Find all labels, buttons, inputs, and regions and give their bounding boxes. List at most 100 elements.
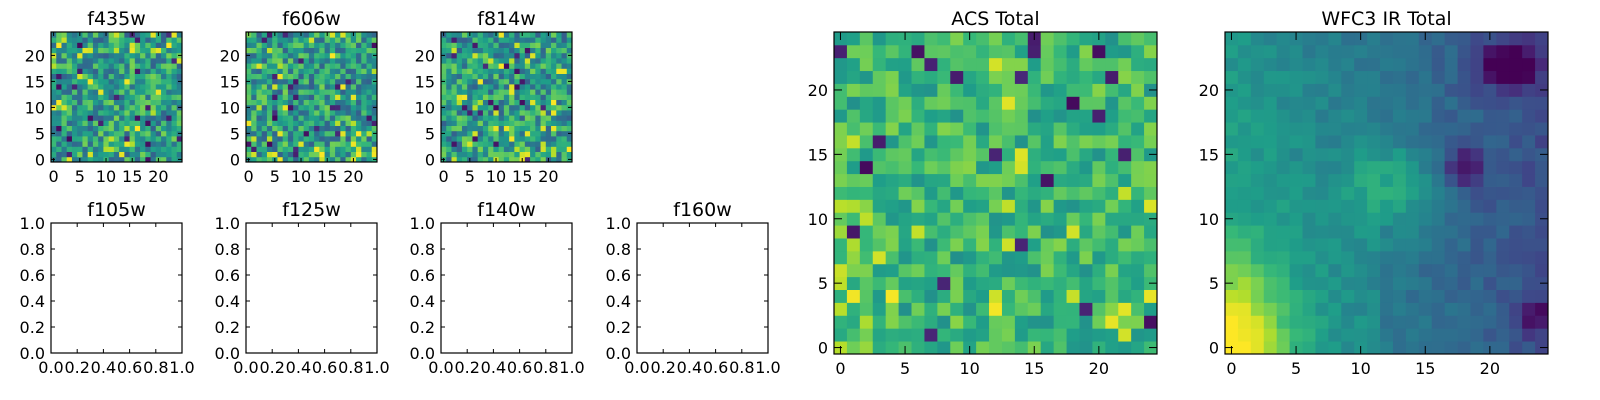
heatmap-cell	[129, 141, 136, 147]
heatmap-cell	[308, 78, 315, 85]
heatmap-cell	[1405, 96, 1420, 110]
x-tick-label: 20	[343, 167, 363, 186]
heatmap-cell	[340, 42, 346, 48]
heatmap-cell	[482, 42, 489, 48]
heatmap-cell	[366, 110, 373, 116]
heatmap-cell	[82, 104, 89, 111]
heatmap-cell	[356, 47, 362, 54]
heatmap-cell	[366, 84, 373, 90]
heatmap-cell	[482, 68, 489, 74]
heatmap-cell	[1079, 302, 1093, 316]
heatmap-cell	[287, 156, 294, 163]
heatmap-cell	[446, 42, 452, 48]
heatmap-cell	[519, 130, 526, 137]
heatmap-cell	[277, 136, 284, 142]
heatmap-cell	[98, 47, 104, 54]
heatmap-cell	[266, 73, 273, 80]
heatmap-cell	[1392, 341, 1407, 355]
heatmap-cell	[335, 151, 341, 158]
heatmap-cell	[272, 78, 278, 85]
heatmap-cell	[272, 42, 278, 48]
heatmap-cell	[1237, 250, 1252, 265]
heatmap-cell	[98, 63, 104, 69]
heatmap-cell	[1535, 122, 1549, 136]
heatmap-cell	[540, 115, 547, 121]
heatmap-cell	[1263, 289, 1278, 303]
heatmap-cell	[514, 94, 520, 100]
heatmap-cell	[314, 58, 320, 64]
heatmap-cell	[277, 125, 284, 132]
heatmap-cell	[1263, 186, 1278, 200]
heatmap-cell	[950, 57, 964, 72]
heatmap-cell	[256, 151, 263, 158]
heatmap-cell	[1483, 160, 1497, 175]
heatmap-cell	[1380, 212, 1394, 226]
heatmap-cell	[335, 68, 341, 74]
heatmap-cell	[77, 63, 83, 69]
heatmap-cell	[246, 42, 252, 48]
heatmap-cell	[1092, 173, 1106, 187]
heatmap-cell	[488, 151, 494, 158]
heatmap-cell	[514, 136, 520, 142]
heatmap-cell	[1092, 302, 1106, 316]
heatmap-cell	[1040, 83, 1055, 97]
heatmap-cell	[509, 146, 515, 152]
heatmap-cell	[1380, 57, 1394, 72]
heatmap-cell	[366, 68, 373, 74]
heatmap-cell	[1118, 289, 1132, 303]
heatmap-cell	[461, 151, 468, 158]
x-tick-label: 10	[291, 167, 311, 186]
heatmap-cell	[472, 151, 479, 158]
heatmap-cell	[71, 42, 78, 48]
heatmap-cell	[298, 78, 305, 85]
heatmap-cell	[166, 73, 172, 80]
heatmap-cell	[66, 63, 73, 69]
heatmap-cell	[1341, 122, 1355, 136]
heatmap-cell	[108, 52, 115, 59]
heatmap-cell	[308, 99, 315, 106]
heatmap-cell	[976, 186, 990, 200]
heatmap-cell	[56, 136, 62, 142]
heatmap-cell	[356, 37, 362, 43]
heatmap-cell	[176, 73, 183, 80]
heatmap-cell	[298, 47, 305, 54]
heatmap-cell	[885, 250, 899, 265]
y-tick-label: 0.8	[410, 240, 435, 259]
heatmap-cell	[77, 146, 83, 152]
heatmap-cell	[366, 156, 373, 163]
heatmap-cell	[1444, 289, 1458, 303]
heatmap-cell	[261, 99, 268, 106]
heatmap-cell	[1289, 160, 1303, 175]
heatmap-cell	[561, 52, 568, 59]
heatmap-cell	[1457, 32, 1471, 46]
heatmap-cell	[119, 37, 125, 43]
y-tick-label: 0	[35, 150, 45, 169]
heatmap-cell	[1263, 135, 1278, 149]
heatmap-cell	[556, 130, 562, 137]
heatmap-cell	[176, 42, 183, 48]
heatmap-cell	[1367, 173, 1381, 187]
heatmap-cell	[1001, 83, 1016, 97]
heatmap-cell	[540, 37, 547, 43]
heatmap-cell	[1276, 238, 1290, 252]
heatmap-cell	[477, 125, 484, 132]
heatmap-cell	[846, 122, 861, 136]
heatmap-cell	[1105, 315, 1119, 329]
heatmap-cell	[134, 73, 141, 80]
y-tick-label: 0.2	[410, 318, 435, 337]
heatmap-cell	[314, 52, 320, 59]
heatmap-cell	[1470, 212, 1484, 226]
heatmap-cell	[524, 73, 531, 80]
heatmap-cell	[1522, 96, 1536, 110]
heatmap-cell	[551, 104, 557, 111]
heatmap-cell	[535, 84, 541, 90]
heatmap-cell	[145, 130, 151, 137]
heatmap-cell	[277, 94, 284, 100]
heatmap-cell	[937, 44, 951, 59]
heatmap-cell	[530, 84, 536, 90]
heatmap-cell	[461, 156, 468, 163]
heatmap-cell	[1250, 135, 1265, 149]
heatmap-cell	[924, 83, 938, 97]
heatmap-cell	[1315, 160, 1329, 175]
